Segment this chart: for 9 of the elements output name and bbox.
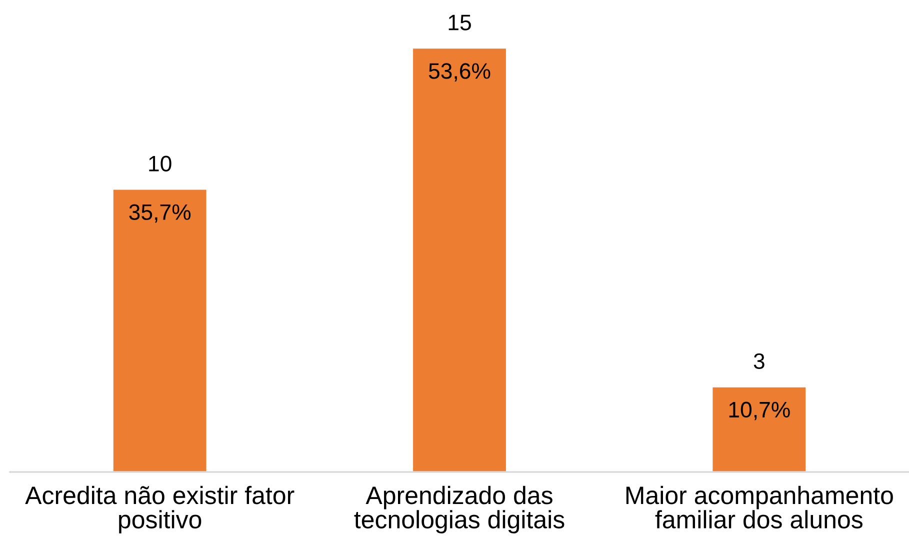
data-label: 3	[754, 353, 764, 370]
x-tick-label: Maior acompanhamento familiar dos alunos	[626, 486, 893, 528]
x-tick-label: Aprendizado das tecnologias digitais	[354, 486, 564, 534]
annotation: 10,7%	[729, 402, 790, 420]
data-label: 15	[448, 14, 471, 30]
x-tick-label: Acredita não existir fator positivo	[25, 486, 294, 534]
annotation: 35,7%	[129, 204, 191, 223]
annotation: 53,6%	[428, 63, 490, 82]
data-label: 10	[149, 156, 172, 172]
